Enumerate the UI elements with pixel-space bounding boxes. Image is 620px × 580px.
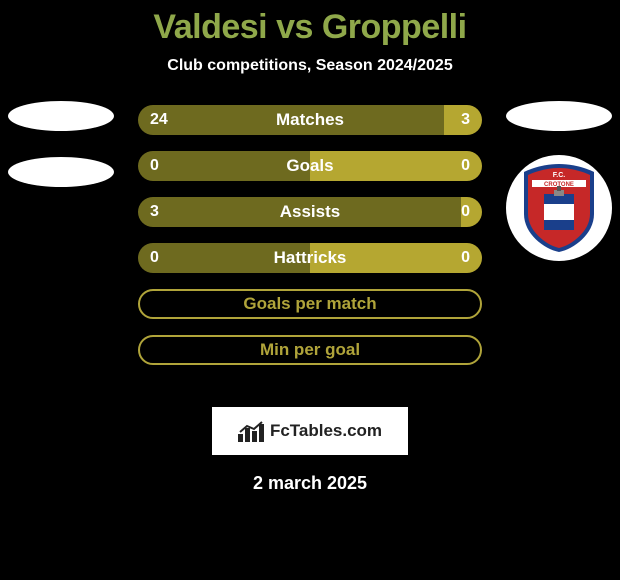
stat-row: 30Assists [138,197,482,227]
stats-area: F.C. CROTONE 243Matches 00Goals 30Assists 0… [0,105,620,395]
left-player-markers [8,101,114,213]
fctables-branding: FcTables.com [212,407,408,455]
subtitle: Club competitions, Season 2024/2025 [0,57,620,75]
stat-label: Min per goal [140,337,480,363]
stat-label: Matches [138,105,482,135]
page-title: Valdesi vs Groppelli [0,8,620,47]
stat-label: Assists [138,197,482,227]
stat-row: 00Goals [138,151,482,181]
title-player-right: Groppelli [322,8,467,46]
ellipse-marker [506,101,612,131]
badge-top-text: F.C. [553,172,566,179]
stat-row: 00Hattricks [138,243,482,273]
title-vs: vs [276,8,313,46]
stat-row: Min per goal [138,335,482,365]
title-player-left: Valdesi [153,8,267,46]
stat-label: Hattricks [138,243,482,273]
comparison-bars: 243Matches 00Goals 30Assists 00Hattricks Goa… [138,105,482,365]
stat-label: Goals per match [140,291,480,317]
ellipse-marker [8,101,114,131]
club-badge: F.C. CROTONE [506,155,612,261]
stat-row: Goals per match [138,289,482,319]
right-player-markers [506,101,612,157]
club-crest-icon: F.C. CROTONE [524,164,594,252]
stat-label: Goals [138,151,482,181]
ellipse-marker [8,157,114,187]
branding-text: FcTables.com [270,421,382,441]
chart-icon [238,420,264,442]
footer-date: 2 march 2025 [0,473,620,494]
content-root: Valdesi vs Groppelli Club competitions, … [0,0,620,494]
stat-row: 243Matches [138,105,482,135]
